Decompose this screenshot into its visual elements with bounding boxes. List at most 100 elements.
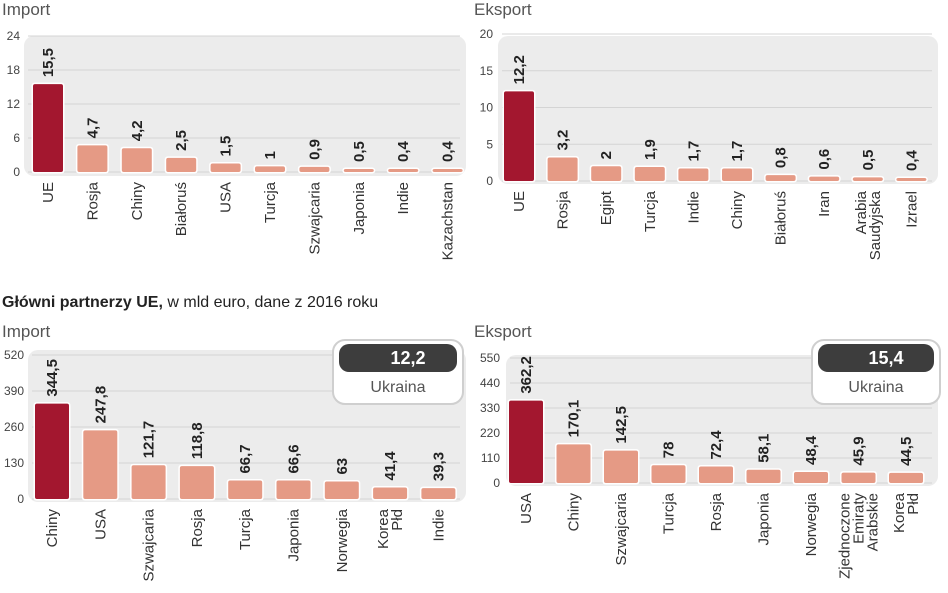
chart2-ytick: 5 [486,137,493,151]
chart3-bar [421,488,456,499]
chart3-category-label: Płd [389,509,406,531]
chart3-value-label: 344,5 [44,359,61,397]
chart3-value-label: 118,8 [189,422,206,459]
chart1-category-label: USA [218,182,235,213]
chart1-ytick: 6 [13,131,20,145]
chart4-value-label: 362,2 [518,356,535,394]
chart2-category-label: Iran [816,191,833,217]
chart4-callout-value-bg [818,344,934,372]
chart2-ytick: 20 [480,27,494,41]
chart4-value-label: 170,1 [566,400,583,438]
chart3-value-label: 247,8 [92,386,109,424]
chart4-category-label: Płd [905,493,922,515]
chart1-value-label: 0,4 [395,140,412,162]
chart3-bar [131,465,166,499]
chart4-category-label: Turcja [661,492,678,534]
chart2-value-label: 0,8 [773,147,790,168]
chart3-ytick: 520 [4,348,24,362]
chart2-title: Eksport [474,0,532,19]
chart2-category-label: Arabia [853,190,870,234]
chart2-value-label: 0,4 [903,149,920,171]
chart3-bar [228,480,263,499]
chart4-bar [556,444,591,483]
chart1-category-label: Białoruś [173,182,190,236]
chart4-category-label: Emiraty [851,493,868,544]
chart4-bar [509,400,543,483]
chart1-value-label: 4,7 [84,118,101,139]
chart3-category-label: Rosja [189,508,206,547]
chart2-ytick: 10 [480,101,494,115]
chart4-ytick: 440 [480,376,500,390]
chart4-bar [699,466,733,483]
chart2-category-label: Turcja [642,190,659,232]
chart3-callout-value-bg [339,344,457,372]
chart4-bar [651,465,686,483]
chart2-bar [591,166,622,181]
chart1-bar [432,169,463,172]
chart4-value-label: 58,1 [756,434,773,463]
chart2-category-label: UE [511,191,528,212]
chart2-panel [498,36,938,184]
chart2-value-label: 1,7 [729,141,746,162]
chart2-category-label: Rosja [555,190,572,229]
chart1-category-label: Kazachstan [440,182,457,260]
chart1-ytick: 24 [7,29,21,43]
chart3-value-label: 66,6 [286,444,303,473]
chart3-value-label: 66,7 [237,444,254,473]
chart4-bar [746,469,781,483]
chart2-bar [809,176,840,181]
chart1-value-label: 15,5 [40,48,57,77]
chart4-callout-name: Ukraina [848,379,903,396]
chart3-value-label: 121,7 [141,421,158,459]
chart3-ytick: 0 [17,492,24,506]
chart3-ytick: 130 [4,456,24,470]
chart2-value-label: 1,9 [642,139,659,160]
chart2-value-label: 3,2 [555,130,572,151]
chart1-category-label: Chiny [129,182,146,221]
chart4-ytick: 0 [493,476,500,490]
chart2-bar [634,167,665,181]
chart4-value-label: 44,5 [898,437,915,466]
chart4-category-label: Japonia [756,492,773,545]
chart4-ytick: 330 [480,401,500,415]
chart4-category-label: Chiny [566,493,583,532]
chart1-category-label: Szwajcaria [306,181,323,254]
chart3-category-label: Japonia [286,508,303,561]
chart3-category-label: Turcja [237,508,254,550]
chart3-value-label: 63 [334,458,351,475]
chart1-category-label: Turcja [262,181,279,223]
chart4-category-label: Korea [891,492,908,533]
chart4-value-label: 45,9 [851,436,868,465]
chart1-bar [255,166,285,172]
chart2-bar [765,175,796,181]
chart3-category-label: Norwegia [334,508,351,572]
chart4-category-label: Rosja [708,492,725,531]
chart3-value-label: 39,3 [430,452,447,481]
chart2-bar [722,168,752,181]
chart3-ytick: 260 [4,420,24,434]
chart3-category-label: Indie [430,509,447,542]
chart2-category-label: Indie [685,191,702,224]
chart2-category-label: Białoruś [773,191,790,245]
chart4-category-label: Szwajcaria [613,492,630,565]
chart1-title: Import [2,0,50,19]
chart1-bar [121,148,152,172]
chart2-value-label: 0,5 [860,149,877,170]
chart3-bar [179,466,214,499]
chart2-value-label: 12,2 [511,55,528,84]
chart1-value-label: 1 [262,151,279,159]
chart1-bar [166,157,197,172]
chart4-bar [841,472,876,483]
chart1-bar [210,163,241,172]
chart1-bar [343,169,374,172]
chart3-bar [324,481,359,499]
chart3-bar [83,430,118,499]
chart2-value-label: 1,7 [685,141,702,162]
chart2-value-label: 0,6 [816,149,833,170]
chart1-category-label: Japonia [351,181,368,234]
chart2-bar [678,168,709,181]
chart2-category-label: Chiny [729,191,746,230]
section-heading-bold: Główni partnerzy UE, [2,294,163,311]
chart1-value-label: 1,5 [218,136,235,157]
chart1-category-label: UE [40,182,57,203]
